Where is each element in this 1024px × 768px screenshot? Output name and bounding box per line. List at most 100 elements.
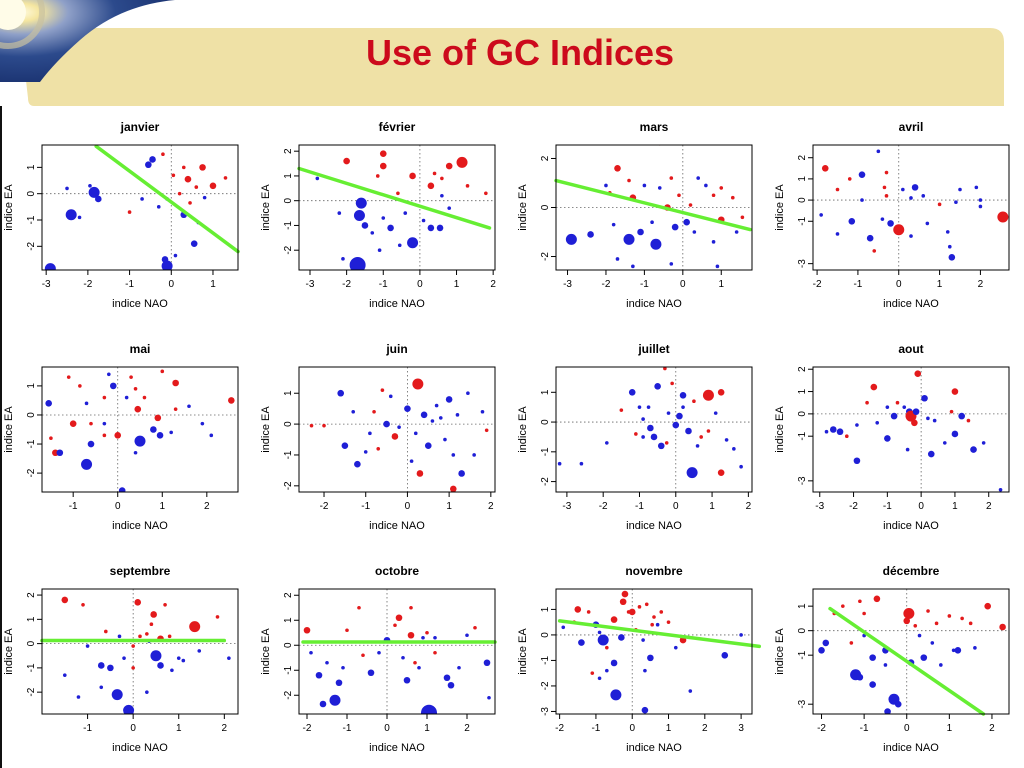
data-point: [341, 257, 345, 261]
x-tick-label: 1: [709, 501, 715, 512]
data-point: [430, 419, 435, 423]
data-point: [669, 262, 674, 266]
data-point: [618, 634, 625, 641]
data-point: [65, 186, 69, 191]
y-tick-label: -2: [540, 477, 551, 486]
data-point: [367, 669, 375, 677]
data-point: [388, 394, 393, 399]
y-tick-label: -1: [797, 650, 808, 659]
data-point: [893, 224, 905, 236]
data-point: [611, 222, 616, 227]
sun-core: [0, 0, 26, 30]
data-point: [557, 461, 562, 466]
data-point: [170, 668, 174, 673]
data-point: [628, 388, 636, 396]
scatter-panel: juin -2 -1 0 1 2 -2 -1 0 1 indice NAO indice EA: [260, 342, 496, 532]
data-point: [161, 152, 165, 157]
data-point: [102, 395, 107, 400]
y-tick-label: -3: [797, 259, 808, 268]
data-point: [150, 426, 157, 433]
x-tick-label: -1: [883, 501, 892, 512]
x-tick-label: 2: [204, 501, 210, 512]
data-point: [642, 183, 647, 188]
data-point: [903, 608, 915, 620]
x-tick-label: -1: [591, 723, 600, 734]
y-tick-label: 1: [540, 606, 551, 612]
data-point: [945, 230, 950, 234]
data-point: [847, 177, 852, 181]
points-layer: [303, 605, 491, 714]
data-point: [215, 615, 220, 619]
data-point: [715, 264, 720, 269]
points-layer: [819, 149, 1009, 261]
data-point: [66, 375, 71, 379]
data-point: [849, 641, 854, 645]
y-tick-label: -3: [797, 476, 808, 485]
y-axis-label: indice EA: [517, 184, 529, 231]
data-point: [413, 431, 418, 436]
data-point: [69, 420, 77, 427]
data-point: [912, 408, 920, 415]
data-point: [699, 435, 703, 439]
data-point: [78, 384, 82, 388]
x-tick-label: 2: [986, 501, 992, 512]
data-point: [586, 610, 591, 614]
data-point: [890, 412, 898, 420]
x-tick-label: 1: [718, 279, 724, 290]
data-point: [396, 191, 400, 196]
data-point: [379, 162, 387, 170]
y-axis-label: indice EA: [517, 406, 529, 453]
data-point: [104, 629, 108, 634]
data-point: [124, 395, 129, 400]
data-point: [997, 211, 1009, 223]
data-point: [706, 429, 711, 433]
data-point: [884, 170, 889, 175]
data-point: [858, 599, 862, 604]
data-point: [686, 467, 698, 479]
y-tick-label: 0: [797, 411, 808, 417]
y-tick-label: 2: [797, 154, 808, 160]
y-tick-label: 1: [283, 390, 294, 396]
plot-frame: [298, 366, 496, 493]
data-point: [483, 659, 491, 667]
y-tick-label: -2: [26, 468, 37, 477]
data-point: [920, 654, 928, 661]
x-tick-label: -1: [379, 279, 388, 290]
x-axis-label: indice NAO: [112, 520, 168, 532]
data-point: [637, 228, 644, 236]
sun-ring: [0, 0, 45, 49]
data-point: [654, 383, 661, 390]
plot-frame: [298, 144, 496, 271]
data-point: [646, 405, 651, 409]
data-point: [579, 461, 584, 466]
data-point: [884, 708, 891, 714]
data-point: [395, 614, 403, 622]
y-tick-label: -1: [797, 431, 808, 440]
title-banner: [0, 0, 1004, 106]
data-point: [641, 638, 645, 642]
data-point: [970, 446, 977, 453]
scatter-panel: aout -3 -2 -1 0 1 2 -3 -1 0 1 2 indice NAO indice EA: [774, 342, 1010, 532]
data-point: [335, 679, 343, 687]
data-point: [880, 217, 885, 221]
x-tick-label: 0: [130, 723, 136, 734]
data-point: [368, 431, 372, 436]
data-point: [873, 595, 881, 603]
data-point: [440, 193, 444, 198]
y-tick-label: 2: [26, 592, 37, 598]
data-point: [361, 653, 365, 658]
data-point: [605, 668, 609, 673]
data-point: [565, 233, 577, 245]
scatter-panel: septembre -1 0 1 2 -2 -1 0 1 2 indice NAO indice EA: [3, 564, 239, 754]
x-tick-label: 2: [978, 279, 984, 290]
x-tick-label: 2: [989, 723, 995, 734]
data-point: [150, 611, 157, 618]
data-point: [199, 164, 206, 171]
data-point: [647, 654, 654, 662]
y-axis-label: indice EA: [3, 184, 15, 231]
y-tick-label: -1: [26, 439, 37, 448]
data-point: [895, 400, 900, 405]
data-point: [484, 191, 488, 196]
data-point: [319, 700, 327, 708]
